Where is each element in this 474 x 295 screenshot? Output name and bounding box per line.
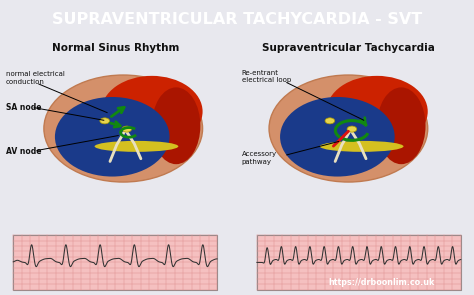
Text: Supraventricular Tachycardia: Supraventricular Tachycardia	[262, 43, 435, 53]
Ellipse shape	[101, 76, 202, 147]
Ellipse shape	[320, 141, 403, 152]
Ellipse shape	[280, 97, 395, 176]
Ellipse shape	[55, 97, 170, 176]
Circle shape	[122, 126, 132, 132]
Text: normal electrical
conduction: normal electrical conduction	[6, 71, 64, 85]
Text: Accessory
pathway: Accessory pathway	[242, 151, 277, 165]
Ellipse shape	[152, 87, 201, 164]
Text: SA node: SA node	[6, 103, 41, 112]
Bar	[13, 235, 217, 290]
Ellipse shape	[326, 76, 428, 147]
Text: https://drboonlim.co.uk: https://drboonlim.co.uk	[328, 278, 435, 287]
Ellipse shape	[377, 87, 426, 164]
Text: AV node: AV node	[6, 148, 41, 156]
Text: SUPRAVENTRICULAR TACHYCARDIA - SVT: SUPRAVENTRICULAR TACHYCARDIA - SVT	[52, 12, 422, 27]
Text: Re-entrant
electrical loop: Re-entrant electrical loop	[242, 70, 291, 83]
Text: Normal Sinus Rhythm: Normal Sinus Rhythm	[53, 43, 180, 53]
Circle shape	[325, 118, 335, 124]
Circle shape	[347, 126, 357, 132]
Circle shape	[100, 118, 109, 124]
Ellipse shape	[95, 141, 178, 152]
Ellipse shape	[269, 75, 428, 182]
Bar	[257, 235, 461, 290]
Ellipse shape	[44, 75, 202, 182]
